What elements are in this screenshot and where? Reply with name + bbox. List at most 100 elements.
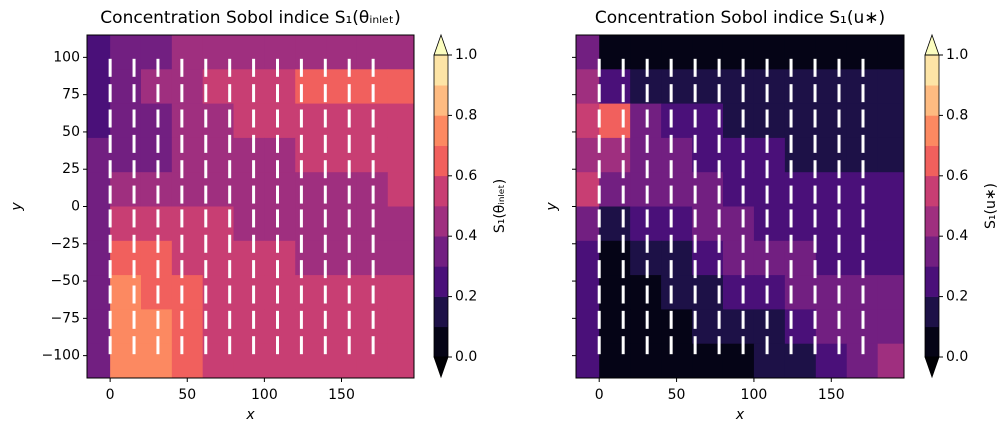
contour-cell	[576, 35, 600, 70]
contour-cell	[599, 137, 631, 173]
colorbar-band	[434, 206, 448, 237]
colorbar-frame	[433, 54, 449, 358]
contour-cell	[722, 275, 755, 310]
contour-cell	[877, 275, 905, 310]
contour-cell	[171, 35, 204, 70]
colorbar-band	[434, 55, 448, 86]
contour-cell	[661, 137, 693, 173]
contour-cell	[753, 309, 786, 345]
contour-cell	[753, 69, 786, 105]
contour-cell	[877, 240, 905, 276]
contour-cell	[387, 137, 415, 173]
contour-cell	[722, 343, 755, 379]
contour-cell	[576, 343, 600, 379]
contour-cell	[387, 275, 415, 310]
contour-cell	[877, 137, 905, 173]
contour-cell	[753, 35, 786, 70]
x-tick-label: 150	[818, 387, 845, 403]
contour-cell	[815, 137, 848, 173]
contour-cell	[171, 240, 204, 276]
y-tick-label: 100	[53, 49, 80, 65]
contour-cell	[661, 206, 693, 242]
contour-cell	[264, 275, 296, 310]
contour-cell	[326, 343, 358, 379]
x-tick-label: 0	[595, 387, 604, 403]
contour-cell	[233, 343, 265, 379]
colorbar-frame	[924, 54, 940, 358]
contour-cell	[233, 103, 265, 139]
x-tick-label: 0	[106, 387, 115, 403]
contour-cell	[87, 343, 111, 379]
contour-cell	[387, 240, 415, 276]
contour-cell	[661, 275, 693, 310]
contour-cell	[233, 309, 265, 345]
colorbar-tick-label: 0.4	[455, 228, 477, 244]
y-tick-label: −25	[50, 236, 80, 252]
contour-cell	[815, 206, 848, 242]
contour-cell	[661, 309, 693, 345]
contour-cell	[661, 172, 693, 207]
colorbar-tick-label: 0.0	[946, 349, 968, 365]
contour-cell	[599, 240, 631, 276]
contour-cell	[753, 137, 786, 173]
contour-cell	[387, 69, 415, 105]
contour-cell	[722, 69, 755, 105]
colorbar-tick-label: 0.2	[455, 289, 477, 305]
contour-cell	[233, 275, 265, 310]
contour-cell	[326, 240, 358, 276]
contour-cell	[877, 343, 905, 379]
colorbar-label: S₁(θᵢₙₗₑₜ)	[492, 179, 508, 233]
contour-cell	[171, 69, 204, 105]
contour-cell	[326, 69, 358, 105]
contour-cell	[815, 240, 848, 276]
contour-cell	[87, 275, 111, 310]
contour-cell	[722, 240, 755, 276]
y-tick-label: −50	[50, 273, 80, 289]
y-tick-label: 0	[71, 199, 80, 215]
contour-cell	[171, 137, 204, 173]
colorbar-extend-under	[924, 356, 940, 379]
colorbar-tick-label: 0.4	[946, 228, 968, 244]
contour-cell	[110, 309, 142, 345]
contour-cell	[233, 172, 265, 207]
colorbar-tick-label: 0.2	[946, 289, 968, 305]
contour-cell	[326, 172, 358, 207]
contour-cell	[87, 172, 111, 207]
contour-cell	[815, 343, 848, 379]
contour-cell	[110, 103, 142, 139]
contour-cell	[171, 172, 204, 207]
colorbar-label: S₁(u∗)	[983, 183, 999, 229]
contour-cell	[815, 35, 848, 70]
contour-cell	[233, 137, 265, 173]
contour-cell	[171, 343, 204, 379]
colorbar-band	[434, 236, 448, 267]
contour-cell	[264, 172, 296, 207]
contour-cell	[387, 35, 415, 70]
contour-cell	[599, 69, 631, 105]
contour-cell	[815, 103, 848, 139]
contour-cell	[264, 69, 296, 105]
contour-cell	[87, 206, 111, 242]
contour-cell	[576, 206, 600, 242]
y-axis-label: y	[544, 202, 560, 212]
colorbar-band	[925, 145, 939, 177]
contour-cell	[599, 275, 631, 310]
y-axis-label: y	[9, 202, 25, 212]
contour-cell	[815, 309, 848, 345]
contour-cell	[326, 35, 358, 70]
contour-cell	[264, 137, 296, 173]
x-tick-label: 50	[178, 387, 196, 403]
contour-cell	[753, 206, 786, 242]
contour-cell	[661, 35, 693, 70]
contour-cell	[87, 240, 111, 276]
contour-cell	[576, 69, 600, 105]
contour-cell	[877, 69, 905, 105]
contour-cell	[576, 240, 600, 276]
contour-cell	[264, 103, 296, 139]
colorbar-band	[434, 266, 448, 297]
contour-cell	[722, 103, 755, 139]
y-tick-label: 50	[62, 124, 80, 140]
y-tick-label: 25	[62, 161, 80, 177]
contour-cell	[599, 103, 631, 139]
